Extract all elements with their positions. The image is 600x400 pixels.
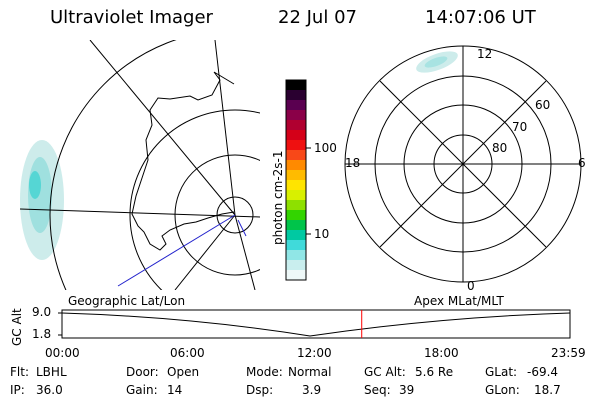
- color-scale-segment: [286, 240, 306, 251]
- x-tick-0000: 00:00: [45, 346, 80, 360]
- color-scale-segment: [286, 150, 306, 161]
- param-mode-label: Mode:: [246, 365, 283, 379]
- param-glon-value: 18.7: [534, 383, 561, 397]
- color-scale-segment: [286, 220, 306, 231]
- color-scale-segment: [286, 90, 306, 101]
- color-scale-segment: [286, 160, 306, 171]
- color-scale-ticks: [306, 147, 311, 235]
- param-dsp-value: 3.9: [302, 383, 322, 397]
- param-gc-alt-label: GC Alt:: [364, 365, 406, 379]
- altitude-y-tick-9: 9.0: [32, 305, 52, 319]
- param-filter-value: LBHL: [36, 365, 67, 379]
- param-glon-label: GLon:: [485, 383, 520, 397]
- color-scale-segment: [286, 190, 306, 201]
- color-scale-segment: [286, 120, 306, 131]
- observation-time: 14:07:06 UT: [425, 7, 536, 28]
- color-scale-bar: [286, 80, 306, 281]
- color-scale-tick-10: 10: [314, 227, 330, 241]
- mlat-label-70: 70: [512, 120, 528, 134]
- param-gain-label: Gain:: [126, 383, 158, 397]
- geo-coastline: [131, 71, 235, 251]
- param-ip-value: 36.0: [36, 383, 63, 397]
- color-scale-segment: [286, 200, 306, 211]
- x-tick-1200: 12:00: [297, 346, 332, 360]
- polar-aurora-emission: [416, 51, 458, 73]
- param-ip-label: IP:: [10, 383, 25, 397]
- param-door-value: Open: [167, 365, 200, 379]
- param-glat-label: GLat:: [485, 365, 518, 379]
- altitude-y-tick-1-8: 1.8: [32, 327, 52, 341]
- color-scale-segment: [286, 140, 306, 151]
- param-seq-label: Seq:: [364, 383, 391, 397]
- polar-grid: [344, 45, 582, 283]
- altitude-strip-left-caption: Geographic Lat/Lon: [68, 294, 186, 308]
- x-tick-0600: 06:00: [170, 346, 205, 360]
- instrument-title: Ultraviolet Imager: [50, 7, 213, 28]
- param-glat-value: -69.4: [527, 365, 559, 379]
- param-dsp-label: Dsp:: [246, 383, 274, 397]
- observation-date: 22 Jul 07: [278, 7, 357, 28]
- color-scale-segment: [286, 210, 306, 221]
- color-scale-segment: [286, 270, 306, 281]
- mlt-label-18: 18: [345, 156, 361, 170]
- mlt-label-6: 6: [578, 156, 586, 170]
- color-scale-segment: [286, 110, 306, 121]
- geo-satellite-track: [117, 214, 236, 287]
- color-scale-segment: [286, 230, 306, 241]
- param-gc-alt-value: 5.6 Re: [415, 365, 454, 379]
- geo-lat-lon-grid: [20, 40, 260, 290]
- mlt-label-0: 0: [467, 279, 475, 293]
- geo-aurora-emission: [20, 140, 64, 260]
- color-scale-segment: [286, 260, 306, 271]
- color-scale-segment: [286, 130, 306, 141]
- param-seq-value: 39: [399, 383, 415, 397]
- altitude-strip-right-caption: Apex MLat/MLT: [414, 294, 504, 308]
- color-scale-segment: [286, 180, 306, 191]
- param-filter-label: Flt:: [10, 365, 29, 379]
- x-tick-1800: 18:00: [424, 346, 459, 360]
- x-tick-2359: 23:59: [551, 346, 586, 360]
- param-mode-value: Normal: [288, 365, 332, 379]
- mlat-label-60: 60: [535, 98, 551, 112]
- param-gain-value: 14: [167, 383, 183, 397]
- color-scale-tick-100: 100: [314, 141, 337, 155]
- mlat-label-80: 80: [492, 141, 508, 155]
- color-scale-segment: [286, 250, 306, 261]
- altitude-curve: [61, 312, 571, 337]
- param-door-label: Door:: [126, 365, 159, 379]
- color-scale-segment: [286, 80, 306, 91]
- mlt-label-12: 12: [477, 47, 493, 61]
- color-scale-segment: [286, 170, 306, 181]
- color-scale-segment: [286, 100, 306, 111]
